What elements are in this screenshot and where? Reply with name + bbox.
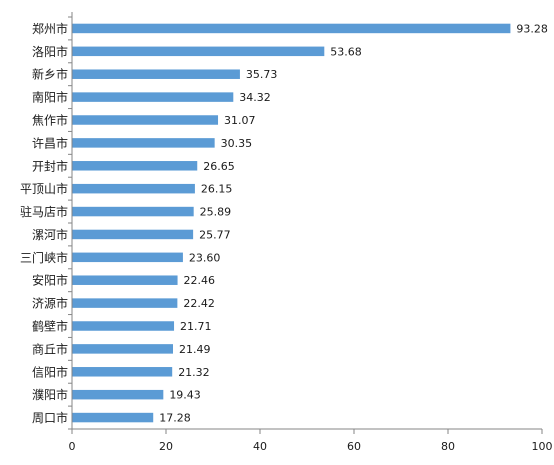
bar-4 <box>72 115 219 125</box>
category-label-9: 漯河市 <box>32 227 68 242</box>
category-label-8: 驻马店市 <box>20 204 68 219</box>
bar-11 <box>72 275 178 285</box>
category-label-3: 南阳市 <box>32 90 68 105</box>
value-label-3: 34.32 <box>239 91 270 104</box>
bar-1 <box>72 46 325 57</box>
category-label-13: 鹤壁市 <box>32 319 68 334</box>
bar-8 <box>72 206 194 217</box>
category-label-4: 焦作市 <box>32 113 68 128</box>
bar-14 <box>72 344 173 354</box>
category-label-15: 信阳市 <box>32 364 68 379</box>
category-label-16: 濮阳市 <box>32 387 68 402</box>
value-label-8: 25.89 <box>200 206 232 219</box>
category-label-7: 平顶山市 <box>20 181 68 196</box>
category-label-11: 安阳市 <box>32 273 68 288</box>
value-label-16: 19.43 <box>169 389 201 402</box>
value-label-14: 21.49 <box>179 343 211 356</box>
x-tick-label-1: 20 <box>159 440 173 453</box>
value-label-11: 22.46 <box>184 274 216 287</box>
category-label-5: 许昌市 <box>32 135 68 150</box>
category-label-6: 开封市 <box>32 158 68 173</box>
bar-7 <box>72 183 195 194</box>
bar-3 <box>72 92 234 102</box>
value-label-10: 23.60 <box>189 251 221 264</box>
value-label-2: 35.73 <box>246 68 278 81</box>
bar-0 <box>72 23 511 34</box>
category-label-17: 周口市 <box>32 410 68 425</box>
axis-layer <box>68 12 543 434</box>
bar-17 <box>72 412 154 423</box>
category-label-10: 三门峡市 <box>20 250 68 265</box>
bar-9 <box>72 229 194 240</box>
category-label-14: 商丘市 <box>32 341 68 356</box>
category-label-0: 郑州市 <box>32 21 68 36</box>
value-label-9: 25.77 <box>199 228 231 241</box>
bar-13 <box>72 321 175 331</box>
bar-16 <box>72 389 164 400</box>
value-label-4: 31.07 <box>224 114 256 127</box>
bar-5 <box>72 138 215 148</box>
value-label-13: 21.71 <box>180 320 212 333</box>
value-label-17: 17.28 <box>159 412 191 425</box>
x-tick-label-2: 40 <box>253 440 267 453</box>
x-tick-label-0: 0 <box>69 440 76 453</box>
value-label-7: 26.15 <box>201 183 233 196</box>
value-label-1: 53.68 <box>330 45 362 58</box>
category-label-1: 洛阳市 <box>32 44 68 59</box>
x-tick-label-5: 100 <box>532 440 553 453</box>
x-tick-label-4: 80 <box>441 440 455 453</box>
bar-2 <box>72 69 240 79</box>
category-label-2: 新乡市 <box>32 67 68 82</box>
value-label-12: 22.42 <box>183 297 215 310</box>
labels-layer: 郑州市 93.28 洛阳市 53.68 新乡市 35.73 南阳市 34.32 焦作市 31.07… <box>20 21 553 453</box>
category-label-12: 济源市 <box>32 296 68 311</box>
bar-15 <box>72 367 173 377</box>
bar-6 <box>72 161 198 171</box>
x-tick-label-3: 60 <box>347 440 361 453</box>
value-label-5: 30.35 <box>221 137 253 150</box>
value-label-0: 93.28 <box>516 22 548 35</box>
value-label-6: 26.65 <box>203 160 235 173</box>
bars-layer <box>72 23 511 423</box>
bar-10 <box>72 252 183 263</box>
value-label-15: 21.32 <box>178 366 210 379</box>
bar-12 <box>72 298 178 308</box>
